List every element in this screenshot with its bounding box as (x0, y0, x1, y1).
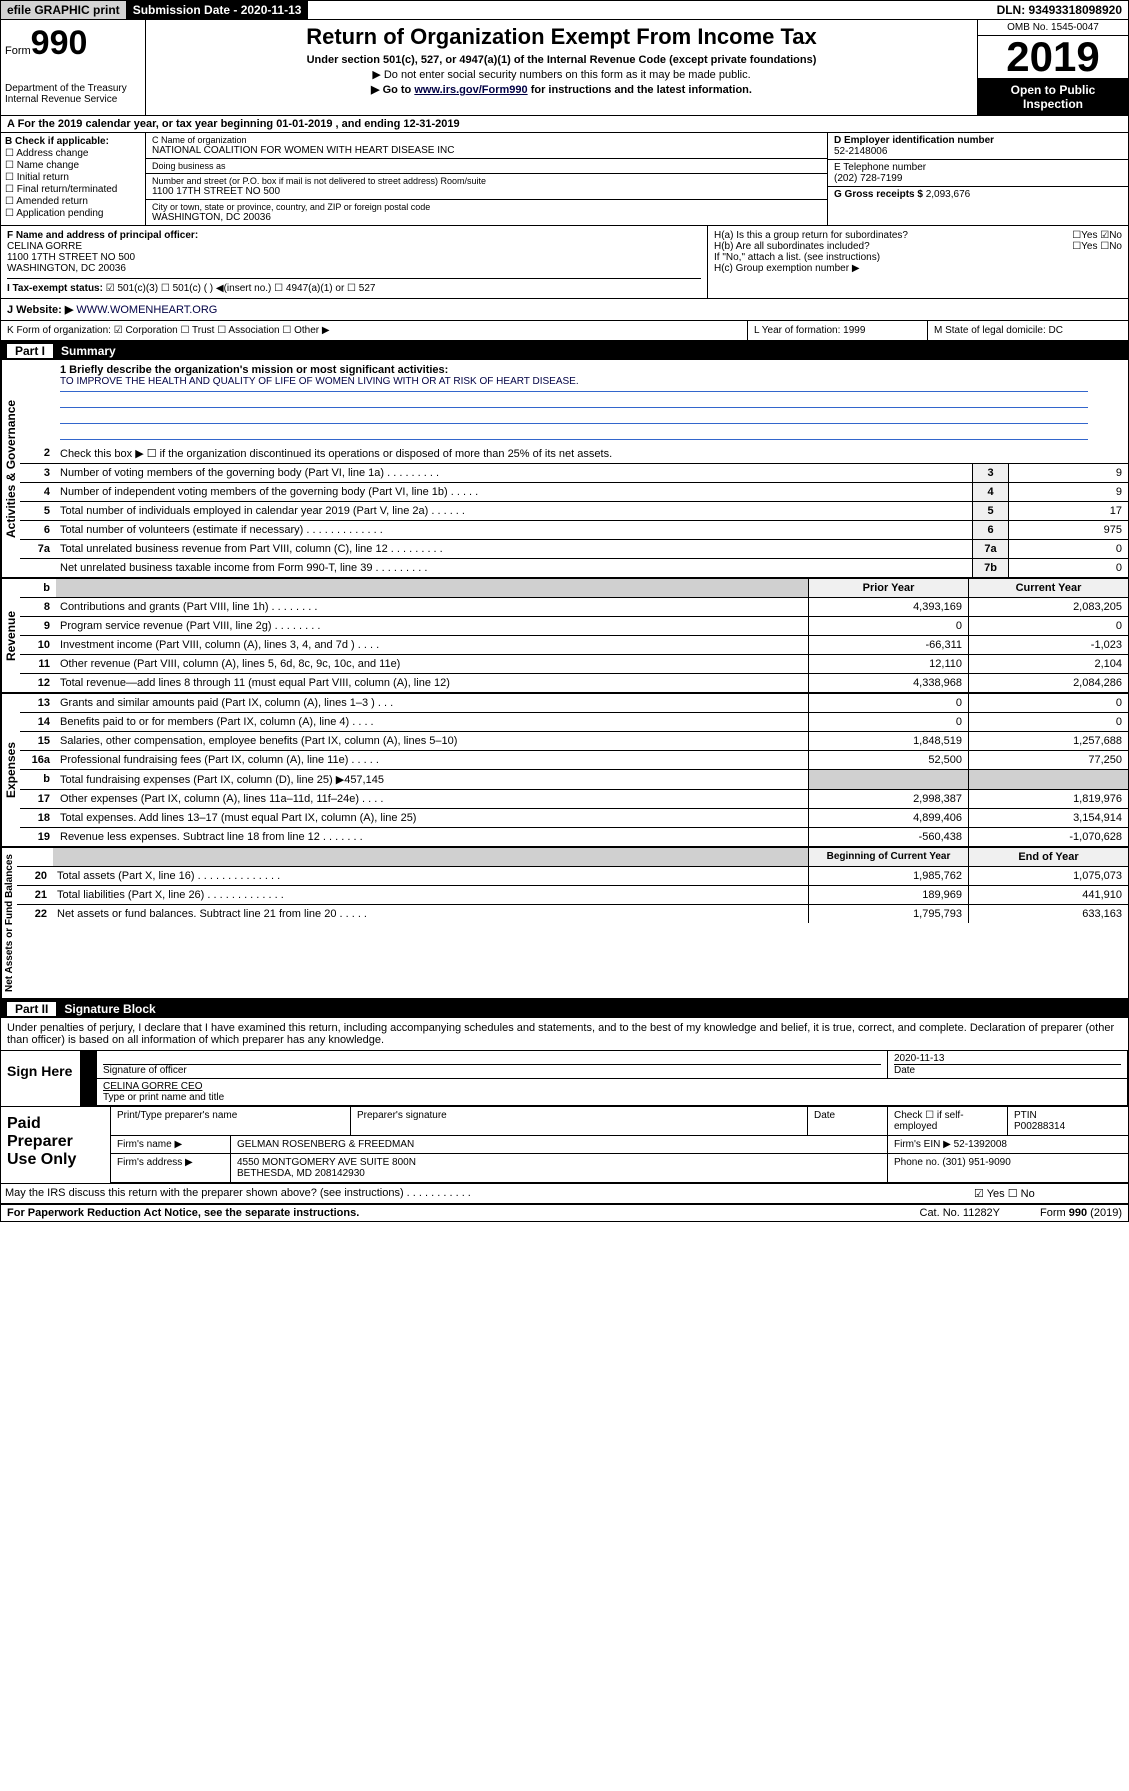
year-formation: L Year of formation: 1999 (748, 321, 928, 340)
tax-exempt-status: ☑ 501(c)(3) ☐ 501(c) ( ) ◀(insert no.) ☐… (106, 283, 376, 294)
discuss-answer: ☑ Yes ☐ No (968, 1184, 1128, 1203)
dln: DLN: 93493318098920 (991, 1, 1128, 19)
firm-ein: 52-1392008 (954, 1139, 1007, 1150)
dept-label: Department of the Treasury Internal Reve… (5, 83, 141, 105)
org-name: NATIONAL COALITION FOR WOMEN WITH HEART … (152, 145, 821, 156)
footer-mid: Cat. No. 11282Y (920, 1207, 1001, 1219)
mission-text: TO IMPROVE THE HEALTH AND QUALITY OF LIF… (60, 376, 1088, 392)
footer-left: For Paperwork Reduction Act Notice, see … (7, 1207, 359, 1219)
sign-here-label: Sign Here (1, 1051, 81, 1106)
efile-label[interactable]: efile GRAPHIC print (1, 1, 127, 19)
gross-receipts: 2,093,676 (926, 189, 971, 200)
top-bar: efile GRAPHIC print Submission Date - 20… (0, 0, 1129, 20)
officer-addr: 1100 17TH STREET NO 500 WASHINGTON, DC 2… (7, 252, 701, 274)
subtitle-1: Under section 501(c), 527, or 4947(a)(1)… (150, 54, 973, 66)
mission-label: 1 Briefly describe the organization's mi… (60, 364, 1088, 376)
website-link[interactable]: WWW.WOMENHEART.ORG (76, 304, 217, 316)
paid-preparer-label: Paid Preparer Use Only (1, 1107, 111, 1183)
form-number: Form990 (5, 24, 141, 63)
group-return-ans: ☐Yes ☑No (1072, 230, 1122, 241)
phone-value: (202) 728-7199 (834, 173, 902, 184)
irs-link[interactable]: www.irs.gov/Form990 (414, 84, 527, 96)
form-title: Return of Organization Exempt From Incom… (150, 24, 973, 50)
blank (308, 8, 990, 12)
expenses-tab: Expenses (1, 694, 20, 846)
firm-addr: 4550 MONTGOMERY AVE SUITE 800N BETHESDA,… (231, 1154, 888, 1182)
org-address: 1100 17TH STREET NO 500 (152, 186, 821, 197)
subtitle-3: ▶ Go to www.irs.gov/Form990 for instruct… (150, 83, 973, 96)
firm-name: GELMAN ROSENBERG & FREEDMAN (231, 1136, 888, 1153)
officer-name: CELINA GORRE (7, 241, 701, 252)
sub-included-ans: ☐Yes ☐No (1072, 241, 1122, 252)
ein-value: 52-2148006 (834, 146, 887, 157)
revenue-tab: Revenue (1, 579, 20, 692)
form-of-org: K Form of organization: ☑ Corporation ☐ … (1, 321, 748, 340)
period-line: A For the 2019 calendar year, or tax yea… (1, 116, 1128, 133)
ptin: P00288314 (1014, 1121, 1065, 1132)
tax-year: 2019 (978, 36, 1128, 79)
form-main: Form990 Department of the Treasury Inter… (0, 20, 1129, 1222)
inspection-label: Open to Public Inspection (978, 79, 1128, 115)
check-applicable: B Check if applicable: ☐ Address change☐… (1, 133, 146, 225)
part2-header: Part IISignature Block (1, 1000, 1128, 1018)
footer-right: Form 990 (2019) (1040, 1207, 1122, 1219)
submission-date: Submission Date - 2020-11-13 (127, 1, 309, 19)
declaration: Under penalties of perjury, I declare th… (1, 1018, 1128, 1051)
part1-header: Part ISummary (1, 342, 1128, 360)
governance-tab: Activities & Governance (1, 360, 20, 577)
website-row: J Website: ▶ WWW.WOMENHEART.ORG (1, 299, 1128, 321)
org-city: WASHINGTON, DC 20036 (152, 212, 821, 223)
officer-signature: CELINA GORRE CEO (103, 1081, 202, 1092)
netassets-tab: Net Assets or Fund Balances (1, 848, 17, 998)
firm-phone: (301) 951-9090 (942, 1157, 1010, 1168)
state-domicile: M State of legal domicile: DC (928, 321, 1128, 340)
subtitle-2: ▶ Do not enter social security numbers o… (150, 68, 973, 81)
